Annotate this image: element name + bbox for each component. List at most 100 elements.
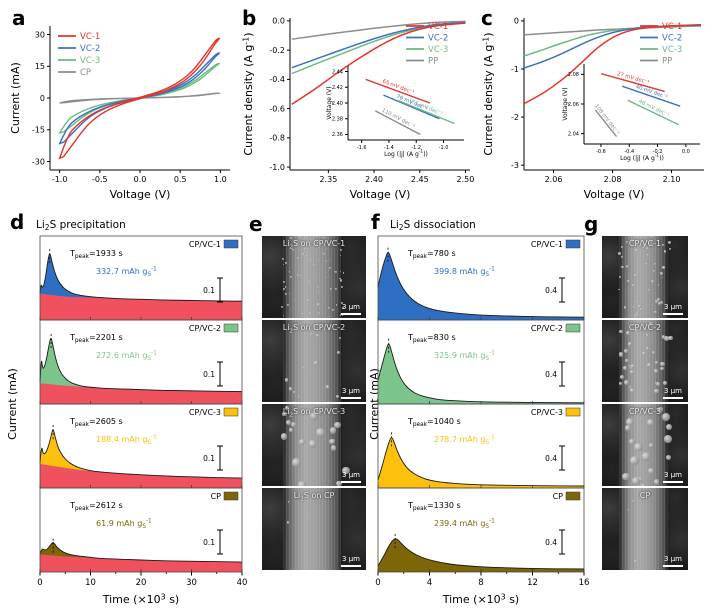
svg-text:2.08: 2.08 [568,72,579,78]
svg-text:-0.2: -0.2 [653,149,663,155]
sem-image-label: CP/VC-3 [628,407,662,416]
svg-text:Voltage (V): Voltage (V) [584,188,645,201]
kinetics-row-CP/VC-1: CP/VC-1 Tpeak=1933 s 332.7 mAh gS-1 0.1 [39,235,243,321]
svg-text:-30: -30 [32,157,45,166]
svg-text:VC-1: VC-1 [662,22,682,32]
sem-image-3: Li2S on CP 3 μm [262,488,366,570]
sem-image-label: CP [639,491,651,500]
svg-text:-0.4: -0.4 [269,75,285,84]
svg-text:-1.0: -1.0 [439,145,449,151]
svg-text:Current (mA): Current (mA) [9,62,22,134]
svg-text:399.8 mAh gS-1: 399.8 mAh gS-1 [434,267,495,279]
svg-text:VC-1: VC-1 [80,32,100,42]
svg-text:Tpeak=2612 s: Tpeak=2612 s [69,501,123,512]
cv-loop-VC-1 [58,37,221,160]
svg-text:0.5: 0.5 [174,175,187,184]
series-VC-1 [523,23,702,105]
panel-d-precipitation-chart: Li2S precipitation Current (mA) CP/VC-1 Tpe… [6,219,248,606]
kinetics-row-CP: CP Tpeak=1330 s 239.4 mAh gS-1 0.4 [377,487,585,573]
svg-text:2.40: 2.40 [365,175,383,184]
svg-text:272.6 mAh gS-1: 272.6 mAh gS-1 [96,351,157,363]
svg-text:2.06: 2.06 [568,102,579,108]
svg-text:0.4: 0.4 [545,370,557,379]
panel-letter-f: f [371,210,380,234]
svg-text:30: 30 [35,30,45,39]
scale-bar: 3 μm [663,472,683,483]
svg-text:-3: -3 [511,161,519,170]
svg-text:2.04: 2.04 [568,131,579,137]
svg-text:VC-3: VC-3 [80,56,100,66]
cv-loop-CP [59,92,221,104]
kinetics-row-CP/VC-1: CP/VC-1 Tpeak=780 s 399.8 mAh gS-1 0.4 [377,235,585,321]
svg-text:-1.0: -1.0 [269,163,285,172]
svg-text:CP/VC-2: CP/VC-2 [189,324,221,333]
svg-text:VC-2: VC-2 [80,44,100,54]
svg-text:-0.4: -0.4 [624,149,634,155]
panel-e-sem-column: Li2S on CP/VC-1 3 μm Li2S on CP/VC-2 3 μm Li… [262,236,366,576]
scale-bar: 3 μm [663,556,683,567]
kinetics-row-CP/VC-3: CP/VC-3 Tpeak=1040 s 278.7 mAh gS-1 0.4 [377,403,585,489]
svg-text:40: 40 [237,578,248,588]
svg-text:12: 12 [527,578,538,588]
svg-text:Time (×103 s): Time (×103 s) [442,593,519,606]
svg-text:2.06: 2.06 [545,175,563,184]
svg-text:2.44: 2.44 [332,69,343,75]
panel-letter-c: c [481,6,493,30]
svg-text:332.7 mAh gS-1: 332.7 mAh gS-1 [96,267,157,279]
svg-text:278.7 mAh gS-1: 278.7 mAh gS-1 [434,435,495,447]
scale-bar: 3 μm [663,388,683,399]
svg-text:Current density (A g-1): Current density (A g-1) [242,32,255,155]
svg-text:Voltage (V): Voltage (V) [110,188,171,201]
svg-text:2.45: 2.45 [411,175,429,184]
svg-text:-1.2: -1.2 [411,145,421,151]
panel-letter-e: e [249,212,263,236]
scale-bar: 3 μm [341,472,361,483]
scale-bar: 3 μm [341,304,361,315]
series-VC-1 [291,22,466,105]
svg-text:VC-3: VC-3 [662,45,682,55]
svg-text:-1.6: -1.6 [357,145,367,151]
panel-letter-b: b [242,6,257,30]
svg-text:Voltage (V): Voltage (V) [326,86,333,119]
svg-text:CP/VC-1: CP/VC-1 [531,240,563,249]
sem-image-label: Li2S on CP/VC-2 [282,323,346,335]
svg-text:VC-2: VC-2 [662,34,682,44]
svg-text:VC-2: VC-2 [428,34,448,44]
kinetics-row-CP: CP Tpeak=2612 s 61.9 mAh gS-1 0.1 [39,487,243,573]
svg-text:CP/VC-2: CP/VC-2 [531,324,563,333]
svg-text:Tpeak=830 s: Tpeak=830 s [407,333,456,344]
svg-text:110 mV dec⁻¹: 110 mV dec⁻¹ [381,107,417,130]
sem-image-3: CP 3 μm [602,488,688,570]
scale-bar: 3 μm [341,556,361,567]
svg-text:VC-1: VC-1 [428,22,448,32]
svg-text:Li2S dissociation: Li2S dissociation [390,219,476,232]
svg-text:2.08: 2.08 [604,175,622,184]
svg-text:-0.5: -0.5 [92,175,108,184]
svg-text:Tpeak=1933 s: Tpeak=1933 s [69,249,123,260]
svg-text:2.10: 2.10 [663,175,681,184]
sem-image-label: Li2S on CP/VC-1 [282,239,346,251]
svg-text:CP/VC-1: CP/VC-1 [189,240,221,249]
svg-text:0.4: 0.4 [545,538,557,547]
svg-text:PP: PP [662,57,672,67]
svg-text:CP/VC-3: CP/VC-3 [189,408,221,417]
svg-text:0.4: 0.4 [545,286,557,295]
scale-bar: 3 μm [341,388,361,399]
sem-image-0: CP/VC-1 3 μm [602,236,688,318]
svg-text:0: 0 [40,94,45,103]
series-PP [291,20,466,40]
series-VC-2 [291,21,466,69]
panel-letter-d: d [10,210,25,234]
svg-text:-1.4: -1.4 [384,145,394,151]
svg-text:0.0: 0.0 [134,175,147,184]
svg-text:-0.6: -0.6 [269,104,285,113]
panel-g-sem-column: CP/VC-1 3 μm CP/VC-2 3 μm CP/VC-3 3 μm CP 3 μm [602,236,688,576]
panel-letter-g: g [584,212,599,236]
svg-text:PP: PP [428,57,438,67]
svg-text:2.42: 2.42 [332,85,343,91]
svg-text:2.36: 2.36 [332,132,343,138]
svg-text:2.35: 2.35 [319,175,337,184]
svg-text:0: 0 [37,578,42,588]
